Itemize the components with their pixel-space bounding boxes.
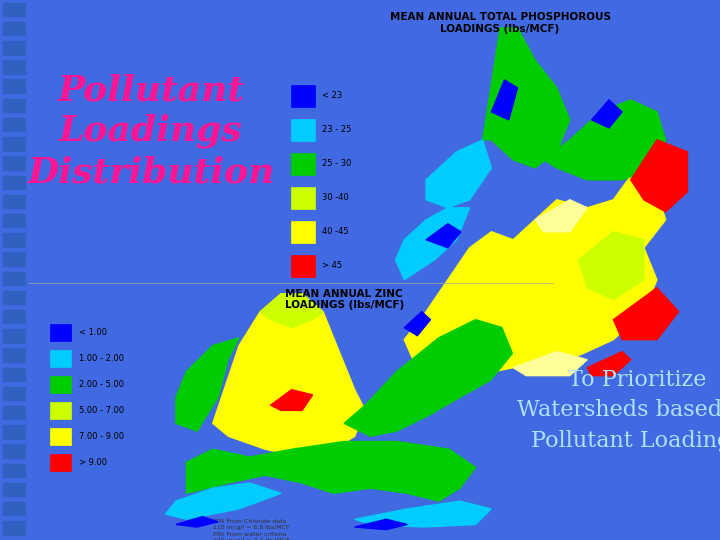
Polygon shape bbox=[176, 338, 239, 431]
Polygon shape bbox=[395, 208, 469, 280]
Bar bbox=[4, 137, 25, 151]
Bar bbox=[4, 521, 25, 535]
Text: EPA From water criteria
100 mcg/l = 7.4 lbs/MCF: EPA From water criteria 100 mcg/l = 7.4 … bbox=[213, 532, 289, 540]
Polygon shape bbox=[631, 140, 688, 212]
Polygon shape bbox=[355, 501, 491, 527]
Bar bbox=[291, 85, 315, 107]
Bar bbox=[4, 156, 25, 170]
Bar bbox=[4, 60, 25, 74]
Bar bbox=[4, 41, 25, 55]
Bar bbox=[4, 233, 25, 247]
Bar bbox=[4, 214, 25, 227]
Polygon shape bbox=[166, 483, 281, 519]
Polygon shape bbox=[355, 519, 408, 530]
Bar bbox=[291, 187, 315, 209]
Text: MEAN ANNUAL TOTAL PHOSPHOROUS
LOADINGS (lbs/MCF): MEAN ANNUAL TOTAL PHOSPHOROUS LOADINGS (… bbox=[390, 12, 611, 33]
Bar bbox=[291, 153, 315, 175]
Bar bbox=[50, 350, 71, 367]
Polygon shape bbox=[186, 442, 475, 501]
Polygon shape bbox=[613, 288, 679, 340]
Text: 1.00 - 2.00: 1.00 - 2.00 bbox=[78, 354, 124, 363]
Bar bbox=[4, 176, 25, 189]
Bar bbox=[4, 483, 25, 496]
Polygon shape bbox=[405, 312, 431, 336]
Text: EPA From Chloride data
110 mcg/l = 6.8 lbs/MCF: EPA From Chloride data 110 mcg/l = 6.8 l… bbox=[213, 519, 289, 530]
Text: 5.00 - 7.00: 5.00 - 7.00 bbox=[78, 406, 124, 415]
Polygon shape bbox=[513, 352, 588, 376]
Polygon shape bbox=[344, 320, 513, 436]
Bar bbox=[4, 252, 25, 266]
Polygon shape bbox=[426, 224, 461, 248]
Bar bbox=[50, 454, 71, 471]
Bar bbox=[4, 444, 25, 458]
Bar bbox=[4, 79, 25, 93]
Polygon shape bbox=[176, 517, 218, 527]
Polygon shape bbox=[213, 294, 365, 457]
Bar bbox=[4, 22, 25, 36]
Bar bbox=[50, 428, 71, 445]
Bar bbox=[4, 425, 25, 438]
Bar bbox=[4, 406, 25, 420]
Text: < 1.00: < 1.00 bbox=[78, 328, 107, 337]
Text: MEAN ANNUAL ZINC
LOADINGS (lbs/MCF): MEAN ANNUAL ZINC LOADINGS (lbs/MCF) bbox=[284, 288, 404, 310]
Polygon shape bbox=[271, 390, 312, 410]
Bar bbox=[4, 99, 25, 112]
Text: To Prioritize
Watersheds based on
Pollutant Loadings: To Prioritize Watersheds based on Pollut… bbox=[517, 369, 720, 452]
Bar bbox=[4, 3, 25, 16]
Bar bbox=[4, 368, 25, 381]
Text: 23 - 25: 23 - 25 bbox=[322, 125, 351, 134]
Bar bbox=[50, 324, 71, 341]
Polygon shape bbox=[579, 232, 644, 300]
Text: 40 -45: 40 -45 bbox=[322, 227, 348, 237]
Bar bbox=[50, 376, 71, 393]
Text: 25 - 30: 25 - 30 bbox=[322, 159, 351, 168]
Bar bbox=[291, 255, 315, 276]
Bar bbox=[291, 221, 315, 243]
Polygon shape bbox=[260, 294, 323, 327]
Bar bbox=[4, 348, 25, 362]
Polygon shape bbox=[426, 140, 492, 208]
Bar bbox=[4, 502, 25, 515]
Text: 2.00 - 5.00: 2.00 - 5.00 bbox=[78, 380, 124, 389]
Polygon shape bbox=[413, 376, 492, 392]
Polygon shape bbox=[592, 100, 622, 128]
Text: > 45: > 45 bbox=[322, 261, 342, 270]
Bar bbox=[4, 272, 25, 285]
Text: 30 -40: 30 -40 bbox=[322, 193, 348, 202]
Bar bbox=[4, 195, 25, 208]
Text: > 9.00: > 9.00 bbox=[78, 458, 107, 467]
Polygon shape bbox=[544, 100, 666, 180]
Polygon shape bbox=[588, 352, 631, 376]
Text: 7.00 - 9.00: 7.00 - 9.00 bbox=[78, 432, 124, 441]
Bar bbox=[4, 329, 25, 342]
Bar bbox=[4, 291, 25, 304]
Bar bbox=[4, 118, 25, 131]
Polygon shape bbox=[535, 200, 588, 232]
Bar bbox=[50, 402, 71, 419]
Polygon shape bbox=[492, 80, 518, 120]
Polygon shape bbox=[482, 28, 570, 168]
Text: Pollutant
Loadings
Distribution: Pollutant Loadings Distribution bbox=[27, 73, 275, 189]
Polygon shape bbox=[405, 176, 666, 380]
Bar bbox=[4, 463, 25, 477]
Text: < 23: < 23 bbox=[322, 91, 342, 100]
Bar bbox=[4, 310, 25, 323]
Bar bbox=[291, 119, 315, 141]
Bar bbox=[4, 387, 25, 400]
